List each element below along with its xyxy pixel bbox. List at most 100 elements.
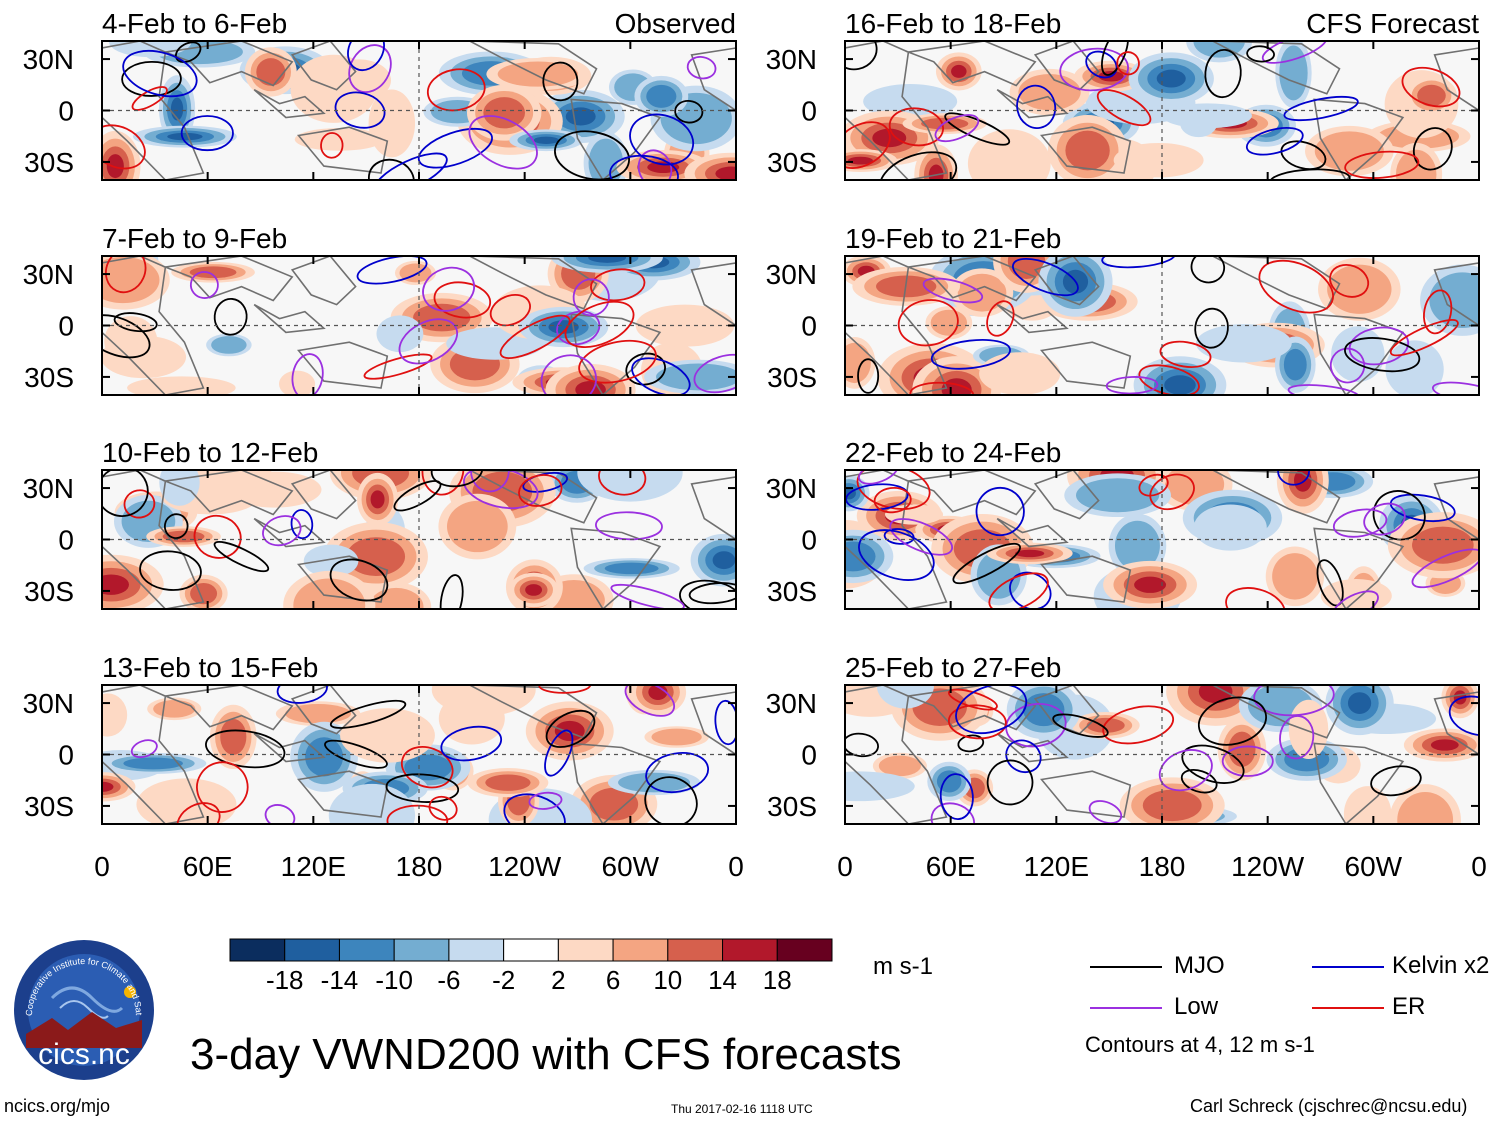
kelvin-contour: [1009, 571, 1052, 609]
colorbar-swatch: [557, 938, 614, 962]
er-contour: [1329, 264, 1370, 298]
panel-period-title: 13-Feb to 15-Feb: [102, 652, 318, 683]
continent-outline: [570, 742, 662, 824]
anomaly-shade: [936, 770, 962, 793]
panel-ticks: [101, 470, 737, 609]
er-contour: [489, 294, 531, 327]
continent-outline: [290, 685, 357, 735]
x-tick-label: 120E: [1024, 851, 1089, 882]
legend-low-label: Low: [1174, 993, 1219, 1020]
low-contour: [540, 354, 597, 395]
anomaly-shade: [293, 578, 366, 609]
panel-field: [102, 685, 736, 824]
continent-outline: [1433, 47, 1479, 112]
continent-outline: [1212, 41, 1341, 95]
panel-period-title: 19-Feb to 21-Feb: [845, 223, 1061, 254]
anomaly-shade: [102, 693, 128, 737]
low-contour: [470, 470, 510, 493]
anomaly-shade: [1015, 549, 1045, 558]
er-contour: [421, 470, 465, 496]
er-contour: [1225, 587, 1286, 609]
kelvin-contour: [417, 127, 493, 169]
mjo-contour: [1180, 769, 1218, 794]
continent-outline: [290, 470, 357, 520]
continent-outline: [1039, 770, 1132, 818]
continent-outline: [905, 685, 1037, 731]
anomaly-shade: [1164, 375, 1196, 395]
anomaly-shade: [376, 315, 424, 353]
y-tick-label: 30S: [767, 576, 817, 607]
panel-period-title: 25-Feb to 27-Feb: [845, 652, 1061, 683]
er-contour: [1401, 66, 1461, 108]
continent-outline: [570, 527, 662, 609]
kelvin-contour: [1101, 256, 1176, 269]
continent-outline: [905, 256, 1037, 302]
x-tick-label: 120E: [281, 851, 346, 882]
map-panel: 30N 0 30S 25-Feb to 27-Feb: [766, 652, 1480, 825]
anomaly-shade: [220, 718, 247, 755]
continent-outline: [102, 256, 205, 395]
continent-outline: [1433, 262, 1479, 327]
colorbar-swatch: [284, 938, 340, 962]
er-contour: [1138, 473, 1169, 497]
continent-outline: [1039, 341, 1132, 389]
cics-logo[interactable]: Cooperative Institute for Climate and Sa…: [12, 938, 156, 1082]
anomaly-shade: [651, 728, 702, 746]
y-tick-label: 30S: [24, 576, 74, 607]
colorbar: -18 -14 -10 -6 -2 2 6 10 14 18: [229, 938, 833, 995]
y-tick-label: 30S: [767, 362, 817, 393]
panel-ticks: [844, 256, 1480, 395]
mjo-contour: [205, 729, 286, 769]
continent-outline: [690, 262, 736, 327]
anomaly-shade: [167, 132, 203, 141]
mjo-contour: [545, 709, 596, 748]
mjo-contour: [1190, 256, 1226, 284]
kelvin-contour: [1448, 695, 1479, 737]
continent-outline: [290, 256, 357, 306]
anomaly-shade: [159, 470, 200, 506]
y-tick-label: 30N: [23, 688, 74, 719]
land-outline: [845, 470, 1479, 609]
mjo-contour: [1197, 696, 1267, 746]
colorbar-swatch: [229, 938, 286, 962]
kelvin-contour: [609, 154, 679, 180]
panel-ticks: [844, 470, 1480, 609]
mjo-contour: [324, 739, 388, 769]
anomaly-shade: [878, 755, 921, 777]
y-tick-label: 30N: [23, 44, 74, 75]
er-contour: [433, 281, 492, 319]
mjo-contour: [102, 470, 149, 517]
anomaly-shade: [656, 363, 736, 391]
er-contour: [845, 121, 891, 169]
anomaly-shade: [368, 587, 424, 609]
er-contour: [598, 470, 647, 496]
y-tick-label: 30S: [24, 791, 74, 822]
low-contour: [1005, 703, 1067, 748]
kelvin-contour: [503, 793, 566, 824]
er-contour: [123, 489, 156, 519]
mjo-contour: [1101, 41, 1129, 76]
footer-url[interactable]: ncics.org/mjo: [4, 1096, 111, 1116]
er-contour: [176, 802, 221, 824]
continent-outline: [162, 256, 294, 302]
mjo-contour: [163, 513, 189, 540]
continent-outline: [1033, 41, 1100, 91]
anomaly-shade: [1193, 504, 1267, 551]
er-contour: [986, 300, 1015, 337]
continent-outline: [1039, 126, 1132, 174]
map-panel: 30N 0 30S 19-Feb to 21-Feb: [766, 223, 1480, 396]
er-contour: [196, 761, 249, 813]
y-tick-label: 0: [801, 311, 817, 342]
colorbar-tick-label: -2: [492, 965, 515, 995]
map-panel: 30N 0 30S 10-Feb to 12-Feb: [23, 437, 737, 610]
anomaly-shade: [170, 97, 184, 121]
continent-outline: [905, 470, 1037, 516]
continent-outline: [1033, 685, 1100, 735]
low-contour: [189, 271, 219, 299]
er-contour: [131, 86, 168, 111]
x-tick-label: 120W: [1231, 851, 1305, 882]
legend-er-line: [1312, 1006, 1384, 1009]
y-tick-label: 30N: [766, 259, 817, 290]
low-contour: [264, 804, 296, 824]
continent-outline: [102, 41, 205, 180]
